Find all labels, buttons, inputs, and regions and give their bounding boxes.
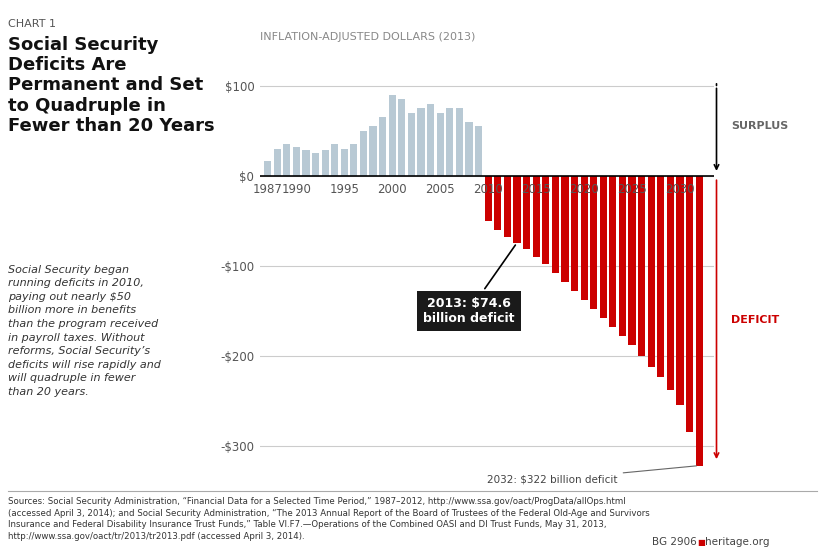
Bar <box>302 150 309 175</box>
Bar <box>283 144 290 175</box>
Bar <box>351 144 357 175</box>
Bar <box>398 99 405 175</box>
Text: INFLATION-ADJUSTED DOLLARS (2013): INFLATION-ADJUSTED DOLLARS (2013) <box>260 32 475 42</box>
Bar <box>561 175 568 282</box>
Bar <box>523 175 530 250</box>
Bar <box>629 175 636 345</box>
Text: heritage.org: heritage.org <box>705 537 770 547</box>
Text: 1990: 1990 <box>281 183 311 196</box>
Bar <box>648 175 655 367</box>
Bar <box>504 175 511 237</box>
Text: SURPLUS: SURPLUS <box>731 121 788 131</box>
Bar <box>379 117 386 175</box>
Text: BG 2906: BG 2906 <box>652 537 696 547</box>
Text: 2005: 2005 <box>426 183 455 196</box>
Bar <box>436 113 444 175</box>
Bar <box>389 95 396 175</box>
Text: 2032: $322 billion deficit: 2032: $322 billion deficit <box>488 466 696 485</box>
Text: DEFICIT: DEFICIT <box>731 315 779 325</box>
Bar <box>686 175 693 432</box>
Bar <box>331 144 338 175</box>
Bar <box>475 126 482 175</box>
Bar <box>676 175 684 405</box>
Bar <box>264 161 271 175</box>
Bar <box>542 175 549 264</box>
Bar <box>552 175 559 273</box>
Text: CHART 1: CHART 1 <box>8 19 56 30</box>
Bar <box>484 175 492 221</box>
Bar <box>695 175 703 466</box>
Bar <box>370 126 377 175</box>
Bar <box>494 175 502 229</box>
Text: 2030: 2030 <box>665 183 695 196</box>
Text: 1995: 1995 <box>329 183 359 196</box>
Text: Social Security began
running deficits in 2010,
paying out nearly $50
billion mo: Social Security began running deficits i… <box>8 265 161 397</box>
Text: Sources: Social Security Administration, “Financial Data for a Selected Time Per: Sources: Social Security Administration,… <box>8 497 650 541</box>
Text: Social Security
Deficits Are
Permanent and Set
to Quadruple in
Fewer than 20 Yea: Social Security Deficits Are Permanent a… <box>8 36 214 135</box>
Text: ■: ■ <box>697 538 705 547</box>
Bar <box>533 175 540 257</box>
Bar <box>274 149 281 175</box>
Bar <box>427 104 434 175</box>
Bar <box>571 175 578 291</box>
Bar <box>610 175 616 327</box>
Bar <box>312 153 319 175</box>
Text: 2000: 2000 <box>378 183 407 196</box>
Bar <box>590 175 597 309</box>
Text: 2015: 2015 <box>521 183 551 196</box>
Bar <box>417 108 425 175</box>
Bar <box>293 146 300 175</box>
Bar <box>658 175 664 377</box>
Bar <box>455 108 463 175</box>
Bar <box>600 175 607 318</box>
Text: 2013: $74.6
billion deficit: 2013: $74.6 billion deficit <box>423 245 516 325</box>
Text: 2025: 2025 <box>617 183 647 196</box>
Text: 1987: 1987 <box>252 183 282 196</box>
Bar <box>619 175 626 336</box>
Bar <box>667 175 674 390</box>
Text: 2010: 2010 <box>474 183 503 196</box>
Bar <box>581 175 587 300</box>
Bar <box>360 130 367 175</box>
Text: 2020: 2020 <box>569 183 599 196</box>
Bar <box>408 113 415 175</box>
Bar <box>638 175 645 356</box>
Bar <box>341 149 348 175</box>
Bar <box>465 121 473 175</box>
Bar <box>322 150 328 175</box>
Bar <box>513 175 521 243</box>
Bar <box>446 108 454 175</box>
